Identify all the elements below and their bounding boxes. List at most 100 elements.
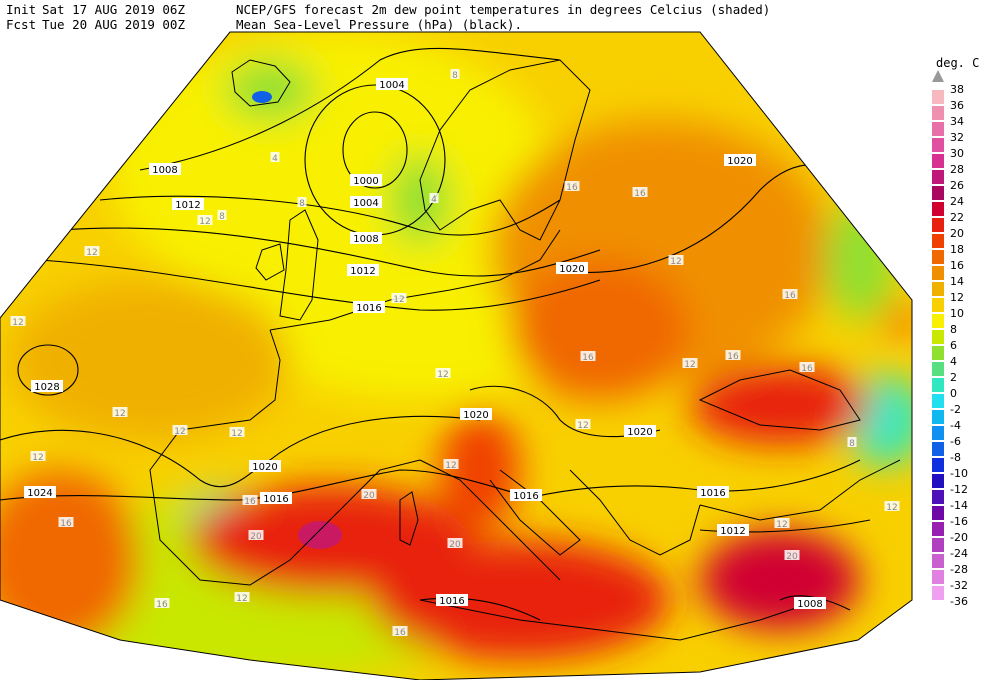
title-line-1: NCEP/GFS forecast 2m dew point temperatu… [236, 2, 771, 17]
legend-swatch [932, 362, 944, 376]
legend-level-label: 36 [950, 99, 964, 112]
isobar-label-bg [24, 486, 56, 498]
dew-label-bg [154, 598, 170, 608]
isobar-label: 1016 [700, 488, 725, 499]
isobar-label-bg [172, 198, 204, 210]
isobar-label-bg [347, 264, 379, 276]
isobar-label-bg [350, 232, 382, 244]
legend-swatch [932, 554, 944, 568]
dew-point-label: 12 [886, 503, 897, 513]
dew-point-labels: 8 4 8 12 8 12 12 12 16 16 12 16 16 16 12 12 12 12 12 12 16 20… [10, 69, 900, 638]
dew-point-label: 16 [60, 519, 72, 529]
dew-point-label: 12 [776, 520, 787, 530]
legend-level-label: 12 [950, 291, 964, 304]
legend-swatch [932, 314, 944, 328]
isobar-label-bg [724, 154, 756, 166]
dew-point-label: 12 [199, 217, 210, 227]
dew-point-label: 12 [12, 318, 23, 328]
legend-level-label: -4 [950, 419, 961, 432]
dew-point-label: 20 [250, 532, 262, 542]
legend-level-label: -24 [950, 547, 968, 560]
legend-level-label: -36 [950, 595, 968, 608]
legend-level-label: 20 [950, 227, 964, 240]
legend-swatch [932, 122, 944, 136]
dew-label-bg [784, 550, 800, 560]
dew-point-label: 12 [670, 257, 681, 267]
dew-point-label: 12 [577, 421, 588, 431]
dew-point-label: 4 [272, 154, 278, 164]
dew-point-label: 16 [801, 364, 813, 374]
legend-level-label: 18 [950, 243, 964, 256]
dew-label-bg [799, 362, 815, 372]
isobar-label-bg [149, 163, 181, 175]
isobar-label-bg [624, 425, 656, 437]
isobar-label-bg [376, 78, 408, 90]
isobar-label-bg [31, 380, 63, 392]
isobar-label: 1016 [513, 491, 538, 502]
title-line-2: Mean Sea-Level Pressure (hPa) (black). [236, 17, 522, 32]
dew-label-bg [84, 246, 100, 256]
isobar-label-bg [350, 196, 382, 208]
isobar-label: 1016 [356, 303, 381, 314]
dew-label-bg [297, 197, 307, 207]
isobar-label: 1024 [27, 488, 52, 499]
legend-swatch [932, 442, 944, 456]
dew-label-bg [580, 351, 596, 361]
isobar-label: 1012 [720, 526, 745, 537]
dew-point-label: 12 [32, 453, 43, 463]
dew-label-bg [392, 626, 408, 636]
dew-label-bg [435, 368, 451, 378]
legend-level-label: 4 [950, 355, 957, 368]
isobar-label: 1016 [439, 596, 464, 607]
isobar-label: 1016 [263, 494, 288, 505]
dew-point-label: 12 [174, 427, 185, 437]
isobar-label: 1004 [353, 198, 378, 209]
isobar-label: 1020 [727, 156, 752, 167]
legend-swatch [932, 106, 944, 120]
isobar-label: 1028 [34, 382, 59, 393]
legend-level-label: 32 [950, 131, 964, 144]
legend-swatch [932, 282, 944, 296]
isobar-label: 1020 [559, 264, 584, 275]
dew-point-label: 12 [684, 360, 695, 370]
dew-point-label: 12 [86, 248, 97, 258]
legend-swatch [932, 410, 944, 424]
legend-swatch [932, 154, 944, 168]
isobar-label-bg [556, 262, 588, 274]
dew-label-bg [668, 255, 684, 265]
dew-label-bg [361, 489, 377, 499]
isobar-label: 1020 [627, 427, 652, 438]
dew-label-bg [10, 316, 26, 326]
legend-level-label: -12 [950, 483, 968, 496]
legend-swatch [932, 474, 944, 488]
dew-label-bg [884, 501, 900, 511]
isobar-label-bg [249, 460, 281, 472]
isobar-label-bg [353, 301, 385, 313]
isobar-label-bg [697, 486, 729, 498]
legend-level-label: 28 [950, 163, 964, 176]
legend-swatch [932, 346, 944, 360]
isobar-label-bg [350, 174, 382, 186]
map-header: Init Sat 17 AUG 2019 06Z Fcst Tue 20 AUG… [6, 2, 806, 32]
dew-label-bg [270, 152, 280, 162]
legend-swatch [932, 522, 944, 536]
dew-label-bg [172, 425, 188, 435]
isobar-label: 1008 [353, 234, 378, 245]
dew-label-bg [234, 592, 250, 602]
legend-level-label: 8 [950, 323, 957, 336]
legend-level-label: 26 [950, 179, 964, 192]
dew-label-bg [229, 427, 245, 437]
legend-swatch [932, 394, 944, 408]
init-label: Init [6, 2, 37, 17]
legend-unit: deg. C [936, 56, 980, 70]
dew-point-label: 4 [431, 195, 437, 205]
dew-label-bg [725, 350, 741, 360]
legend-swatch [932, 538, 944, 552]
dew-point-label: 20 [363, 491, 375, 501]
isobar-label-bg [717, 524, 749, 536]
legend-level-label: 34 [950, 115, 964, 128]
isobar-label-bg [510, 489, 542, 501]
legend-swatch [932, 506, 944, 520]
isobar-label: 1020 [463, 410, 488, 421]
dew-point-label: 16 [784, 291, 796, 301]
